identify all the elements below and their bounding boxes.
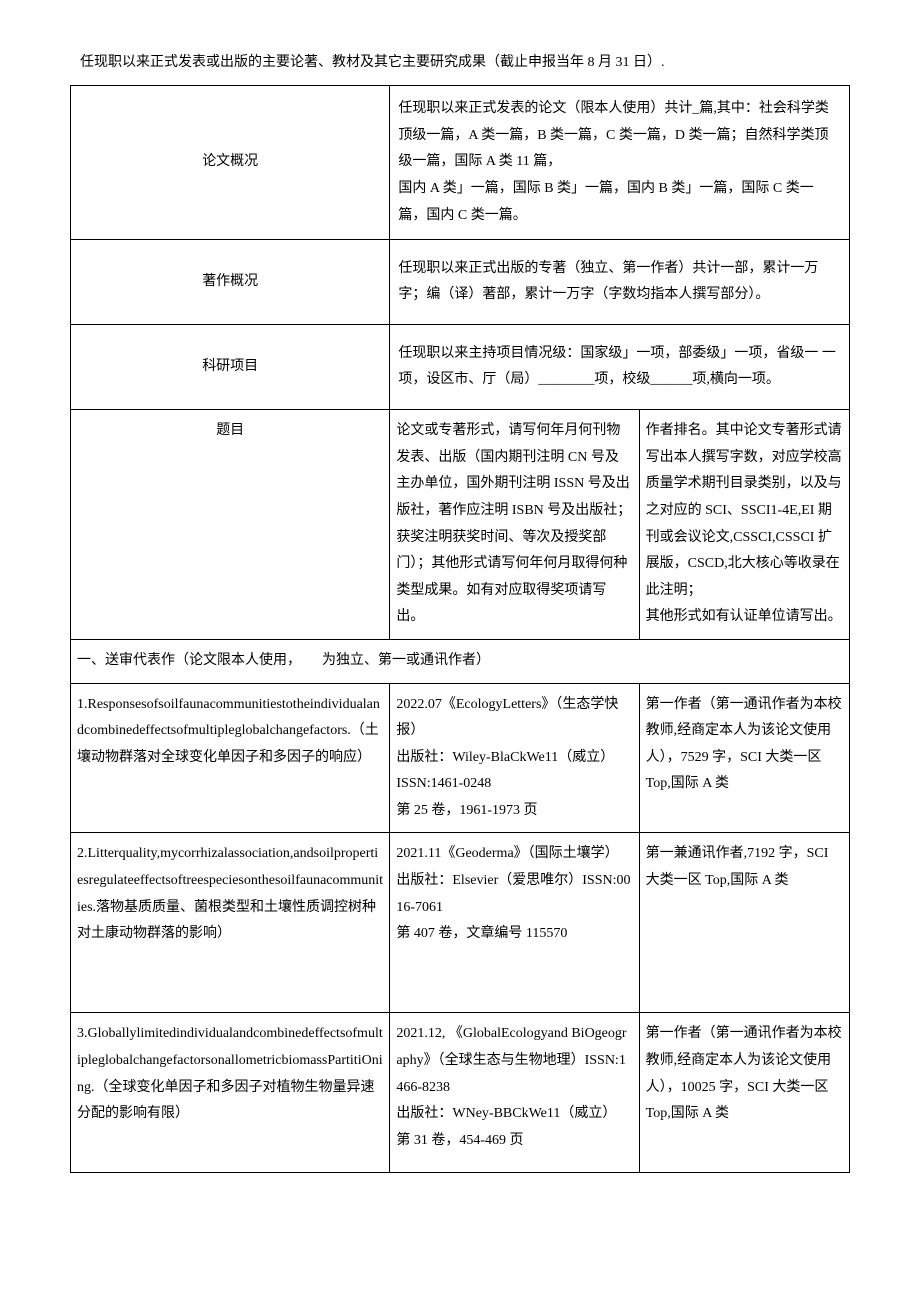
main-table: 论文概况 任现职以来正式发表的论文（限本人使用）共计_篇,其中：社会科学类顶级一… bbox=[70, 85, 850, 1173]
book-overview-row: 著作概况 任现职以来正式出版的专著（独立、第一作者）共计一部，累计一万字；编（译… bbox=[71, 240, 850, 325]
project-overview-label: 科研项目 bbox=[71, 325, 390, 410]
section-header: 一、送审代表作（论文限本人使用， 为独立、第一或通讯作者） bbox=[71, 639, 850, 683]
paper-row-3: 3.Globallylimitedindividualandcombinedef… bbox=[71, 1013, 850, 1173]
paper-row-1: 1.Responsesofsoilfaunacommunitiestothein… bbox=[71, 683, 850, 833]
paper-3-right: 第一作者（第一通讯作者为本校教师,经商定本人为该论文使用人），10025 字，S… bbox=[639, 1013, 849, 1173]
paper-overview-row: 论文概况 任现职以来正式发表的论文（限本人使用）共计_篇,其中：社会科学类顶级一… bbox=[71, 86, 850, 240]
paper-1-title: 1.Responsesofsoilfaunacommunitiestothein… bbox=[71, 683, 390, 833]
paper-overview-label: 论文概况 bbox=[71, 86, 390, 240]
header-middle: 论文或专著形式，请写何年月何刊物发表、出版（国内期刊注明 CN 号及主办单位，国… bbox=[390, 410, 639, 640]
column-header-row: 题目 论文或专著形式，请写何年月何刊物发表、出版（国内期刊注明 CN 号及主办单… bbox=[71, 410, 850, 640]
book-overview-content: 任现职以来正式出版的专著（独立、第一作者）共计一部，累计一万字；编（译）著部，累… bbox=[390, 240, 850, 325]
paper-2-title: 2.Litterquality,mycorrhizalassociation,a… bbox=[71, 833, 390, 1013]
paper-2-right: 第一兼通讯作者,7192 字，SCI 大类一区 Top,国际 A 类 bbox=[639, 833, 849, 1013]
section-header-row: 一、送审代表作（论文限本人使用， 为独立、第一或通讯作者） bbox=[71, 639, 850, 683]
project-overview-row: 科研项目 任现职以来主持项目情况级：国家级」一项，部委级」一项，省级一 一项，设… bbox=[71, 325, 850, 410]
book-overview-label: 著作概况 bbox=[71, 240, 390, 325]
paper-2-middle: 2021.11《Geoderma》（国际土壤学）出版社：Elsevier（爱思唯… bbox=[390, 833, 639, 1013]
header-title: 题目 bbox=[71, 410, 390, 640]
paper-3-middle: 2021.12, 《GlobalEcologyand BiOgeography》… bbox=[390, 1013, 639, 1173]
page-title: 任现职以来正式发表或出版的主要论著、教材及其它主要研究成果（截止申报当年 8 月… bbox=[70, 50, 850, 75]
paper-1-right: 第一作者（第一通讯作者为本校教师,经商定本人为该论文使用人），7529 字，SC… bbox=[639, 683, 849, 833]
paper-1-middle: 2022.07《EcologyLetters》（生态学快报） 出版社：Wiley… bbox=[390, 683, 639, 833]
paper-3-title: 3.Globallylimitedindividualandcombinedef… bbox=[71, 1013, 390, 1173]
paper-row-2: 2.Litterquality,mycorrhizalassociation,a… bbox=[71, 833, 850, 1013]
header-right: 作者排名。其中论文专著形式请写出本人撰写字数，对应学校高质量学术期刊目录类别，以… bbox=[639, 410, 849, 640]
project-overview-content: 任现职以来主持项目情况级：国家级」一项，部委级」一项，省级一 一项，设区市、厅（… bbox=[390, 325, 850, 410]
paper-overview-content: 任现职以来正式发表的论文（限本人使用）共计_篇,其中：社会科学类顶级一篇，A 类… bbox=[390, 86, 850, 240]
